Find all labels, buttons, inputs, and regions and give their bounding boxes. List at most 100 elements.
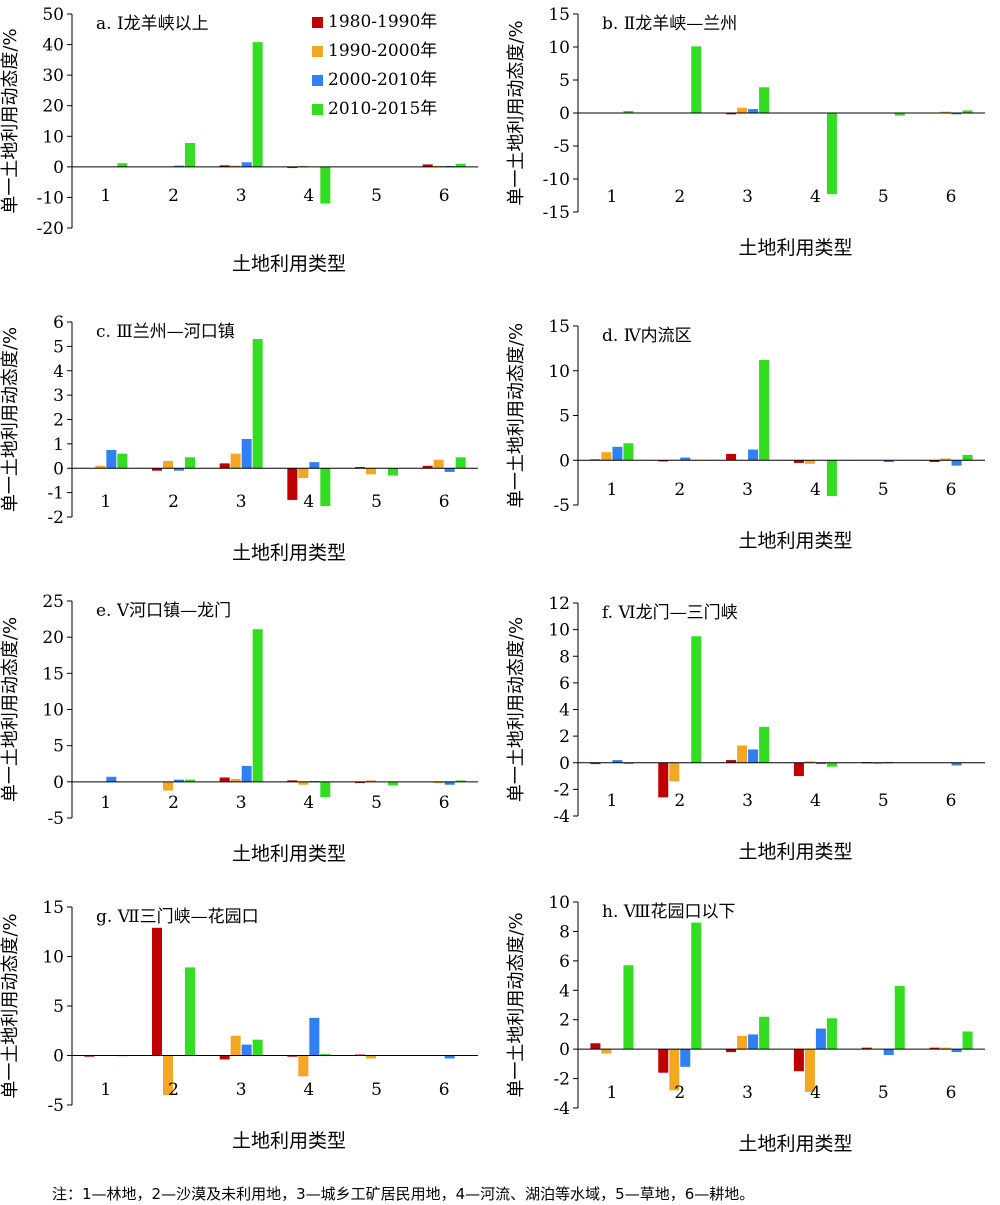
legend-swatch bbox=[312, 46, 323, 57]
category-label: 2 bbox=[674, 1083, 685, 1103]
bar bbox=[793, 460, 804, 463]
y-tick-label: 12 bbox=[548, 594, 570, 614]
y-tick-label: 20 bbox=[42, 97, 64, 117]
bar bbox=[962, 110, 973, 113]
bar bbox=[152, 468, 162, 471]
bar bbox=[287, 780, 298, 782]
bar bbox=[422, 164, 433, 167]
bar bbox=[680, 1049, 691, 1067]
bar bbox=[219, 165, 230, 167]
bar bbox=[287, 166, 298, 169]
y-tick-label: -2 bbox=[47, 508, 64, 528]
y-axis-label: 单一土地利用动态度/% bbox=[506, 323, 527, 508]
y-tick-label: -5 bbox=[553, 137, 570, 157]
bar bbox=[826, 460, 837, 497]
y-axis-label: 单一土地利用动态度/% bbox=[0, 28, 21, 213]
y-tick-label: 3 bbox=[53, 386, 64, 406]
bar bbox=[320, 468, 331, 507]
category-label: 1 bbox=[607, 1083, 618, 1103]
bar bbox=[951, 1049, 962, 1053]
y-tick-label: 0 bbox=[53, 1047, 64, 1067]
bar bbox=[84, 1055, 95, 1057]
bar bbox=[826, 762, 837, 767]
bar bbox=[726, 760, 737, 763]
category-label: 4 bbox=[810, 480, 821, 500]
category-label: 2 bbox=[168, 1080, 179, 1100]
y-tick-label: 5 bbox=[53, 337, 64, 357]
bar bbox=[230, 453, 241, 469]
bar bbox=[951, 113, 962, 115]
bar bbox=[894, 113, 905, 116]
bar bbox=[601, 1049, 612, 1054]
bar bbox=[962, 1031, 973, 1050]
y-tick-label: -5 bbox=[47, 1096, 64, 1116]
y-tick-label: 15 bbox=[548, 5, 570, 25]
bar bbox=[929, 1047, 940, 1050]
bar bbox=[152, 927, 162, 1056]
y-tick-label: 2 bbox=[559, 1011, 570, 1031]
category-label: 6 bbox=[439, 492, 450, 512]
y-tick-label: -10 bbox=[543, 170, 570, 190]
bar bbox=[230, 778, 241, 782]
y-tick-label: -2 bbox=[553, 1070, 570, 1090]
legend-swatch bbox=[312, 104, 323, 115]
y-tick-label: 40 bbox=[42, 36, 64, 56]
y-tick-label: 5 bbox=[559, 407, 570, 427]
category-label: 6 bbox=[946, 1083, 957, 1103]
bar bbox=[691, 46, 702, 114]
bar bbox=[185, 457, 195, 469]
category-label: 4 bbox=[303, 793, 314, 813]
y-tick-label: 10 bbox=[42, 701, 64, 721]
category-label: 4 bbox=[303, 1080, 314, 1100]
category-label: 5 bbox=[371, 186, 382, 206]
category-label: 2 bbox=[674, 480, 685, 500]
bar bbox=[658, 460, 669, 462]
bar bbox=[658, 1049, 669, 1073]
legend: 1980-1990年 1990-2000年 2000-2010年 2010-2015年 bbox=[312, 12, 437, 119]
bar bbox=[590, 762, 601, 765]
category-label: 1 bbox=[100, 186, 111, 206]
category-label: 1 bbox=[607, 791, 618, 811]
x-axis-label: 土地利用类型 bbox=[738, 530, 852, 552]
bar bbox=[287, 468, 298, 500]
bar bbox=[658, 762, 669, 798]
category-label: 5 bbox=[878, 1083, 889, 1103]
bar bbox=[691, 922, 702, 1050]
category-label: 3 bbox=[742, 1083, 753, 1103]
x-axis-label: 土地利用类型 bbox=[738, 841, 852, 863]
bar bbox=[623, 965, 634, 1050]
category-label: 3 bbox=[236, 1080, 247, 1100]
y-tick-label: -20 bbox=[37, 219, 64, 239]
y-tick-label: 15 bbox=[42, 898, 64, 918]
bar bbox=[669, 762, 680, 782]
y-tick-label: 0 bbox=[53, 459, 64, 479]
bar bbox=[106, 776, 117, 782]
y-tick-label: -4 bbox=[553, 807, 570, 827]
y-tick-label: 10 bbox=[548, 38, 570, 58]
category-label: 5 bbox=[878, 187, 889, 207]
y-tick-label: 0 bbox=[53, 158, 64, 178]
y-tick-label: -15 bbox=[543, 203, 570, 223]
category-label: 2 bbox=[168, 186, 179, 206]
bar bbox=[163, 1055, 173, 1096]
bar bbox=[623, 443, 634, 461]
bar bbox=[366, 1055, 376, 1059]
chart-title: f. Ⅵ龙门—三门峡 bbox=[602, 603, 738, 623]
category-label: 6 bbox=[439, 1080, 450, 1100]
y-tick-label: 15 bbox=[548, 317, 570, 337]
bar bbox=[174, 165, 184, 167]
category-label: 4 bbox=[303, 186, 314, 206]
bar bbox=[804, 460, 815, 464]
bar bbox=[219, 777, 230, 782]
bar bbox=[737, 1035, 748, 1050]
x-axis-label: 土地利用类型 bbox=[738, 237, 852, 259]
bar bbox=[298, 781, 309, 785]
category-label: 4 bbox=[810, 791, 821, 811]
y-tick-label: 15 bbox=[42, 664, 64, 684]
y-tick-label: 2 bbox=[53, 411, 64, 431]
chart-title: c. Ⅲ兰州—河口镇 bbox=[96, 322, 235, 342]
bar bbox=[737, 745, 748, 763]
